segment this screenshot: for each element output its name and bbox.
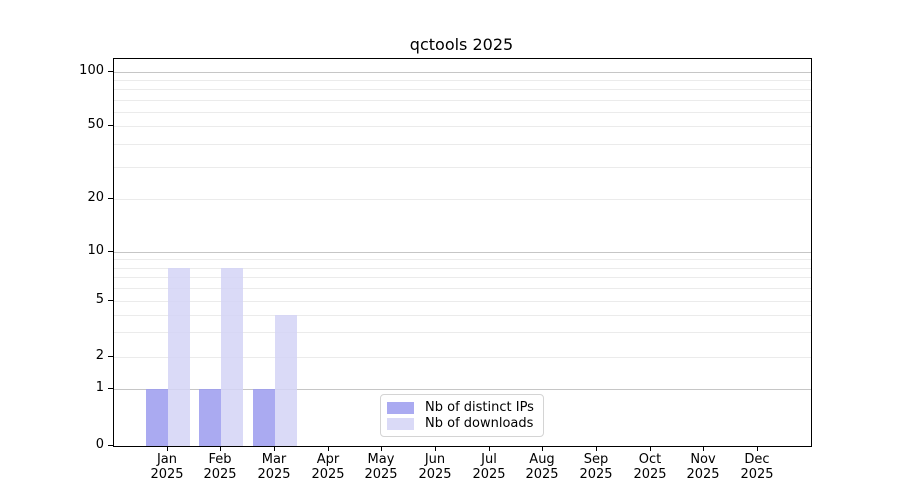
- y-gridline-minor-7: [114, 277, 811, 278]
- legend-swatch-distinct-ips: [387, 401, 414, 414]
- y-gridline-minor-60: [114, 112, 811, 113]
- x-tick-mark-jun-2025: [435, 446, 436, 451]
- x-tick-mark-nov-2025: [703, 446, 704, 451]
- x-tick-mark-may-2025: [381, 446, 382, 451]
- y-tick-label-20: 20: [87, 190, 104, 205]
- x-tick-mark-jul-2025: [489, 446, 490, 451]
- y-gridline-minor-40: [114, 144, 811, 145]
- y-tick-label-50: 50: [87, 117, 104, 132]
- bar-nb-of-distinct-ips-jan-2025: [146, 389, 168, 446]
- y-tick-mark-5: [108, 300, 113, 301]
- y-tick-mark-10: [108, 251, 113, 252]
- y-tick-label-0: 0: [95, 437, 104, 452]
- x-tick-label-dec-2025: Dec 2025: [740, 452, 774, 482]
- chart-title: qctools 2025: [409, 35, 514, 54]
- x-tick-label-apr-2025: Apr 2025: [311, 452, 345, 482]
- legend: Nb of distinct IPs Nb of downloads: [380, 394, 544, 437]
- y-gridline-minor-9: [114, 259, 811, 260]
- legend-label-distinct-ips: Nb of distinct IPs: [425, 400, 534, 415]
- bar-nb-of-downloads-mar-2025: [275, 315, 297, 446]
- x-tick-mark-jan-2025: [167, 446, 168, 451]
- x-tick-label-oct-2025: Oct 2025: [633, 452, 667, 482]
- y-gridline-major-10: [114, 252, 811, 253]
- x-tick-mark-mar-2025: [274, 446, 275, 451]
- y-gridline-minor-80: [114, 89, 811, 90]
- bar-nb-of-distinct-ips-feb-2025: [199, 389, 221, 446]
- x-tick-label-jun-2025: Jun 2025: [418, 452, 452, 482]
- y-gridline-minor-5: [114, 301, 811, 302]
- y-tick-mark-50: [108, 125, 113, 126]
- y-gridline-minor-3: [114, 332, 811, 333]
- y-tick-mark-0: [108, 445, 113, 446]
- x-tick-label-jul-2025: Jul 2025: [472, 452, 506, 482]
- y-tick-label-1: 1: [95, 380, 104, 395]
- y-gridline-minor-20: [114, 199, 811, 200]
- x-tick-mark-sep-2025: [596, 446, 597, 451]
- y-gridline-minor-6: [114, 288, 811, 289]
- y-gridline-minor-2: [114, 357, 811, 358]
- x-tick-mark-aug-2025: [542, 446, 543, 451]
- y-tick-label-2: 2: [95, 348, 104, 363]
- x-tick-mark-apr-2025: [328, 446, 329, 451]
- legend-swatch-downloads: [387, 417, 414, 430]
- y-gridline-minor-8: [114, 268, 811, 269]
- y-gridline-major-100: [114, 72, 811, 73]
- y-tick-label-5: 5: [95, 292, 104, 307]
- y-gridline-minor-30: [114, 167, 811, 168]
- x-tick-label-mar-2025: Mar 2025: [257, 452, 291, 482]
- legend-label-downloads: Nb of downloads: [425, 416, 534, 431]
- x-tick-label-jan-2025: Jan 2025: [150, 452, 184, 482]
- x-tick-mark-dec-2025: [757, 446, 758, 451]
- x-tick-label-nov-2025: Nov 2025: [686, 452, 720, 482]
- y-gridline-minor-4: [114, 315, 811, 316]
- y-tick-mark-20: [108, 198, 113, 199]
- x-tick-label-feb-2025: Feb 2025: [203, 452, 237, 482]
- y-tick-mark-2: [108, 356, 113, 357]
- bar-nb-of-downloads-jan-2025: [168, 268, 190, 446]
- y-tick-label-100: 100: [79, 63, 104, 78]
- x-tick-mark-feb-2025: [220, 446, 221, 451]
- x-tick-mark-oct-2025: [650, 446, 651, 451]
- bar-nb-of-distinct-ips-mar-2025: [253, 389, 275, 446]
- y-tick-mark-100: [108, 71, 113, 72]
- y-gridline-minor-50: [114, 126, 811, 127]
- y-tick-label-10: 10: [87, 243, 104, 258]
- legend-item-downloads: Nb of downloads: [387, 416, 535, 431]
- legend-item-distinct-ips: Nb of distinct IPs: [387, 400, 535, 415]
- plot-area: Nb of distinct IPs Nb of downloads: [113, 58, 812, 447]
- x-tick-label-may-2025: May 2025: [364, 452, 398, 482]
- y-gridline-major-1: [114, 389, 811, 390]
- y-gridline-minor-70: [114, 100, 811, 101]
- y-gridline-minor-90: [114, 80, 811, 81]
- y-tick-mark-1: [108, 388, 113, 389]
- bar-nb-of-downloads-feb-2025: [221, 268, 243, 446]
- x-tick-label-sep-2025: Sep 2025: [579, 452, 613, 482]
- x-tick-label-aug-2025: Aug 2025: [525, 452, 559, 482]
